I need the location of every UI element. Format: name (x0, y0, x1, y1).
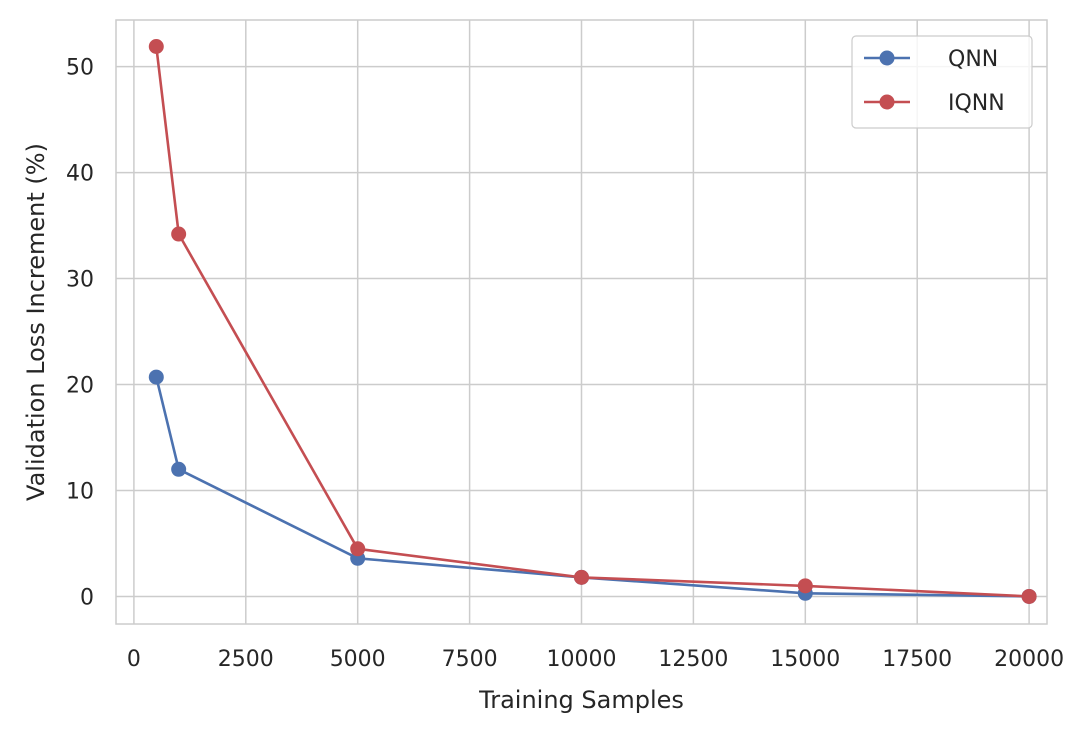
x-tick-label: 15000 (770, 647, 840, 672)
data-point-qnn (171, 461, 187, 477)
series-line-iqnn (155, 46, 1030, 598)
data-point-iqnn (1021, 588, 1037, 604)
x-tick-label: 20000 (994, 647, 1064, 672)
x-tick-label: 12500 (658, 647, 728, 672)
data-point-qnn (148, 369, 164, 385)
legend-box (851, 35, 1033, 129)
data-point-iqnn (171, 226, 187, 242)
y-axis-title: Validation Loss Increment (%) (22, 143, 50, 501)
y-tick-label: 30 (66, 268, 94, 293)
y-tick-label: 50 (66, 56, 94, 81)
data-point-iqnn (574, 569, 589, 585)
x-tick-label: 5000 (330, 647, 386, 672)
y-tick-label: 10 (66, 479, 94, 504)
x-tick-label: 17500 (882, 647, 952, 672)
x-tick-label: 2500 (218, 647, 274, 672)
series-line-qnn (155, 376, 1030, 598)
legend-marker-iqnn (879, 94, 895, 110)
plot-area-frame (115, 19, 1048, 625)
legend: QNN IQNN (851, 35, 1033, 129)
series-iqnn (148, 38, 1037, 604)
x-tick-label: 10000 (547, 647, 617, 672)
x-tick-label: 7500 (442, 647, 498, 672)
data-point-iqnn (350, 541, 366, 557)
y-tick-label: 0 (80, 585, 94, 610)
tick-labels: 0 2500 5000 7500 10000 12500 15000 17500 20000 0 1… (66, 56, 1064, 672)
data-point-iqnn (148, 38, 164, 54)
x-tick-label: 0 (127, 647, 141, 672)
legend-label-iqnn: IQNN (948, 91, 1005, 116)
data-point-iqnn (797, 578, 813, 594)
y-tick-label: 20 (66, 374, 94, 399)
y-tick-label: 40 (66, 162, 94, 187)
series-group (148, 38, 1037, 604)
legend-marker-qnn (879, 50, 895, 66)
x-axis-title: Training Samples (478, 686, 684, 714)
legend-label-qnn: QNN (948, 47, 998, 72)
